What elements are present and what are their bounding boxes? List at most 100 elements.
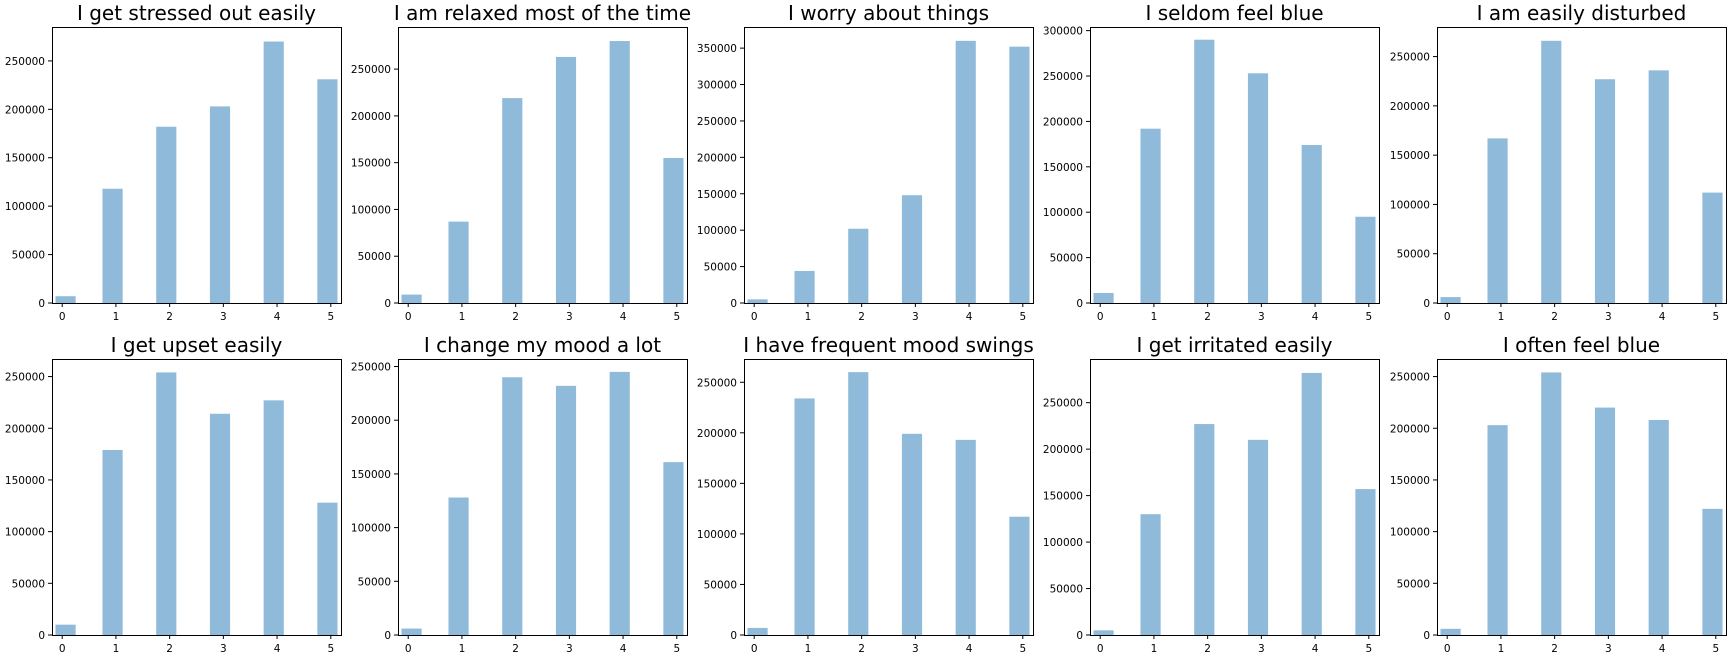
x-tick-label: 4 xyxy=(1659,643,1666,655)
axes-frame xyxy=(744,359,1034,636)
bar-5 xyxy=(1702,192,1723,303)
y-tick-label: 100000 xyxy=(1390,527,1430,539)
subplot-title: I have frequent mood swings xyxy=(743,333,1034,357)
bar-4 xyxy=(609,41,630,303)
x-tick-label: 1 xyxy=(805,311,812,323)
bar-3 xyxy=(1594,407,1616,635)
y-tick-label: 100000 xyxy=(1390,199,1430,211)
bar-0 xyxy=(747,299,768,303)
y-tick-label: 150000 xyxy=(1043,491,1083,503)
bar-0 xyxy=(401,628,422,635)
x-tick-label: 4 xyxy=(1312,643,1319,655)
subplot-10: I often feel blue 0 1 2 3 4 5 0 50000 100000 15000… xyxy=(1390,333,1727,655)
bar-5 xyxy=(1009,516,1030,635)
bar-5 xyxy=(317,502,338,635)
bar-0 xyxy=(1093,293,1114,303)
y-tick-label: 300000 xyxy=(1043,26,1083,38)
y-tick-label: 100000 xyxy=(351,204,391,216)
y-tick-label: 100000 xyxy=(1043,207,1083,219)
x-tick-label: 4 xyxy=(274,311,281,323)
bar-3 xyxy=(555,56,577,304)
bar-4 xyxy=(263,400,284,635)
axes-frame xyxy=(52,27,342,304)
bar-3 xyxy=(209,106,231,304)
bar-0 xyxy=(401,294,422,303)
y-tick-label: 250000 xyxy=(351,64,391,76)
y-tick-label: 100000 xyxy=(697,225,737,237)
y-tick-label: 200000 xyxy=(351,111,391,123)
subplot-9: I get irritated easily 0 1 2 3 4 5 0 50000 100000… xyxy=(1043,333,1380,655)
x-tick-label: 5 xyxy=(1019,311,1026,323)
x-tick-label: 3 xyxy=(1605,643,1612,655)
y-tick-label: 0 xyxy=(384,298,391,310)
x-tick-label: 3 xyxy=(1258,311,1265,323)
y-tick-label: 250000 xyxy=(697,116,737,128)
subplot-8: I have frequent mood swings 0 1 2 3 4 5 0 50000 1… xyxy=(697,333,1034,655)
axes-frame xyxy=(398,27,688,304)
y-tick-label: 0 xyxy=(1423,298,1430,310)
x-tick-label: 4 xyxy=(1659,311,1666,323)
y-tick-label: 200000 xyxy=(5,423,45,435)
y-tick-label: 50000 xyxy=(358,576,391,588)
axes-frame xyxy=(398,359,688,636)
subplot-5: I am easily disturbed 0 1 2 3 4 5 0 50000 100000 1… xyxy=(1390,1,1727,323)
x-tick-label: 4 xyxy=(620,643,627,655)
bar-2 xyxy=(502,98,523,303)
x-tick-label: 3 xyxy=(1605,311,1612,323)
y-tick-label: 200000 xyxy=(1390,423,1430,435)
y-tick-label: 200000 xyxy=(351,415,391,427)
y-tick-label: 250000 xyxy=(351,362,391,374)
x-tick-label: 2 xyxy=(1204,643,1211,655)
bar-3 xyxy=(1594,79,1616,303)
y-tick-label: 100000 xyxy=(351,523,391,535)
subplot-7: I change my mood a lot 0 1 2 3 4 5 0 50000 100000… xyxy=(351,333,688,655)
y-tick-label: 150000 xyxy=(351,158,391,170)
y-tick-label: 150000 xyxy=(1390,475,1430,487)
bar-3 xyxy=(901,195,923,303)
y-tick-label: 250000 xyxy=(5,372,45,384)
bar-3 xyxy=(209,413,231,635)
bar-0 xyxy=(55,624,76,635)
bar-2 xyxy=(1194,424,1215,635)
x-tick-label: 4 xyxy=(620,311,627,323)
subplot-6: I get upset easily 0 1 2 3 4 5 0 50000 100000 1500… xyxy=(5,333,342,655)
bar-5 xyxy=(1009,46,1030,304)
y-tick-label: 150000 xyxy=(1043,162,1083,174)
y-tick-label: 50000 xyxy=(1397,578,1430,590)
y-tick-label: 100000 xyxy=(1043,537,1083,549)
subplot-title: I get stressed out easily xyxy=(77,1,316,25)
x-tick-label: 5 xyxy=(327,311,334,323)
bar-1 xyxy=(448,497,469,635)
bar-3 xyxy=(1247,73,1269,303)
subplot-title: I change my mood a lot xyxy=(424,333,661,357)
x-tick-label: 0 xyxy=(59,311,66,323)
bar-0 xyxy=(55,296,76,303)
subplot-title: I am easily disturbed xyxy=(1477,1,1687,25)
bar-0 xyxy=(747,627,768,635)
subplot-2: I am relaxed most of the time 0 1 2 3 4 5 0 5000… xyxy=(351,1,691,323)
x-tick-label: 0 xyxy=(1444,643,1451,655)
x-tick-label: 2 xyxy=(858,311,865,323)
y-tick-label: 50000 xyxy=(12,250,45,262)
axes-frame xyxy=(1090,27,1380,304)
bar-5 xyxy=(663,157,684,303)
bar-1 xyxy=(1487,425,1508,635)
subplot-title: I get irritated easily xyxy=(1137,333,1333,357)
y-tick-label: 300000 xyxy=(697,80,737,92)
bar-4 xyxy=(955,40,976,303)
bar-4 xyxy=(1301,372,1322,635)
y-tick-label: 50000 xyxy=(1050,253,1083,265)
bar-1 xyxy=(1140,128,1161,303)
x-tick-label: 2 xyxy=(1551,311,1558,323)
y-tick-label: 50000 xyxy=(704,262,737,274)
x-tick-label: 0 xyxy=(59,643,66,655)
x-tick-label: 2 xyxy=(1204,311,1211,323)
axes-frame xyxy=(1437,27,1727,304)
x-tick-label: 3 xyxy=(912,311,919,323)
y-tick-label: 100000 xyxy=(5,201,45,213)
x-tick-label: 3 xyxy=(220,643,227,655)
y-tick-label: 200000 xyxy=(1043,444,1083,456)
y-tick-label: 250000 xyxy=(1390,52,1430,64)
axes-frame xyxy=(744,27,1034,304)
y-tick-label: 0 xyxy=(730,630,737,642)
